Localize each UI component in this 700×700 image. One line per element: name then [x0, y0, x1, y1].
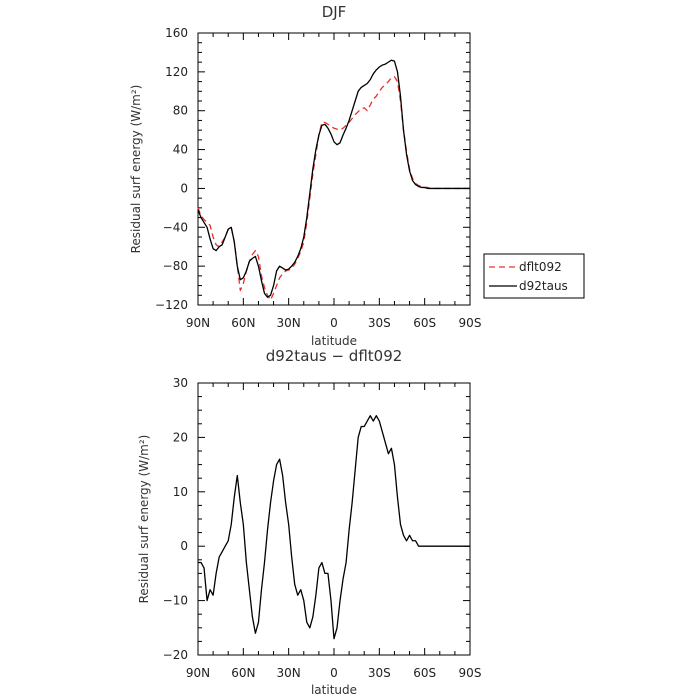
y-tick-label: −40	[163, 220, 188, 234]
y-axis-label: Residual surf energy (W/m²)	[137, 435, 151, 604]
y-tick-label: 160	[165, 26, 188, 40]
x-tick-label: 90N	[186, 316, 210, 330]
y-tick-label: 30	[173, 376, 188, 390]
x-tick-label: 90N	[186, 666, 210, 680]
x-tick-label: 60N	[231, 666, 255, 680]
x-tick-label: 60S	[413, 666, 436, 680]
x-tick-label: 60S	[413, 316, 436, 330]
plot-frame	[197, 382, 471, 656]
chart-djf: DJF 90N 60N 30N 0 30S 60S 90S −120 −80 −40 0 40 80 120…	[129, 3, 481, 348]
chart-title: DJF	[322, 3, 347, 21]
y-tick-label: −10	[163, 594, 188, 608]
legend: dflt092 d92taus	[483, 253, 585, 299]
series-line-d92taus	[197, 59, 470, 298]
y-tick-label: 120	[165, 65, 188, 79]
y-tick-label: −20	[163, 648, 188, 662]
chart-title: d92taus − dflt092	[266, 347, 403, 365]
x-tick-label: 30S	[368, 316, 391, 330]
x-tick-label: 0	[330, 316, 338, 330]
chart-difference: d92taus − dflt092 90N 60N 30N 0 30S 60S 90S −20 −…	[137, 347, 481, 697]
x-axis-label: latitude	[311, 683, 357, 697]
x-tick-label: 30N	[277, 316, 301, 330]
y-tick-label: −80	[163, 259, 188, 273]
legend-label-dflt092: dflt092	[519, 260, 562, 274]
y-tick-label: 40	[173, 143, 188, 157]
series-line-diff-0	[198, 414, 470, 640]
x-tick-label: 30N	[277, 666, 301, 680]
x-tick-label: 60N	[231, 316, 255, 330]
legend-box	[483, 253, 585, 299]
x-tick-label: 90S	[459, 316, 482, 330]
y-tick-label: 80	[173, 104, 188, 118]
y-tick-label: 0	[180, 539, 188, 553]
legend-label-d92taus: d92taus	[519, 279, 568, 293]
x-tick-label: 0	[330, 666, 338, 680]
plot-frame	[197, 32, 471, 306]
x-tick-label: 90S	[459, 666, 482, 680]
x-tick-label: 30S	[368, 666, 391, 680]
y-tick-label: −120	[155, 298, 188, 312]
y-tick-label: 10	[173, 485, 188, 499]
y-tick-label: 20	[173, 430, 188, 444]
y-axis-label: Residual surf energy (W/m²)	[129, 85, 143, 254]
y-tick-label: 0	[180, 181, 188, 195]
x-axis-label: latitude	[311, 334, 357, 348]
